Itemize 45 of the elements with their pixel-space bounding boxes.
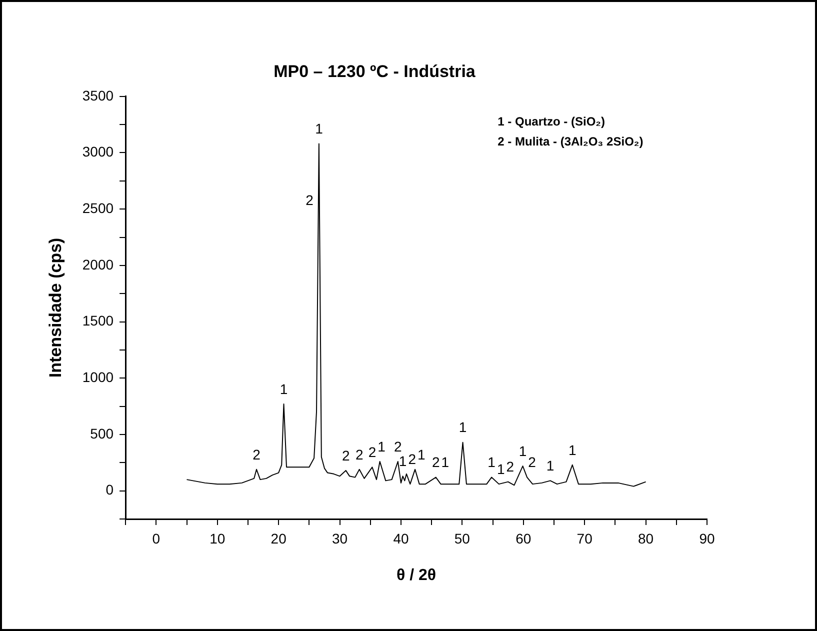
annotation: 1	[546, 458, 554, 474]
annotation: 1	[568, 442, 576, 458]
annotation: 2	[408, 450, 416, 467]
x-tick-label: 40	[393, 530, 409, 546]
y-tick-label: 2000	[82, 256, 114, 272]
annotation: 2	[506, 458, 514, 475]
x-tick-label: 90	[699, 530, 715, 546]
annotation: 2	[355, 446, 364, 462]
annotation: 2	[368, 444, 376, 460]
annotation: 1	[488, 454, 496, 470]
x-tick-label: 0	[152, 530, 160, 546]
y-tick-label: 3000	[82, 144, 114, 160]
annotation: 1	[417, 446, 426, 462]
x-tick-label: 70	[576, 530, 593, 546]
x-tick-label: 30	[332, 530, 348, 546]
annotation: 2	[252, 446, 261, 462]
x-tick-label: 60	[516, 530, 532, 546]
annotation: 2	[306, 192, 314, 208]
y-tick-label: 2500	[82, 200, 114, 216]
y-tick-label: 1000	[82, 368, 114, 385]
annotation: 2	[528, 454, 536, 470]
x-tick-label: 80	[638, 530, 654, 546]
annotation: 1	[398, 453, 407, 470]
annotation: 2	[432, 454, 440, 470]
annotation: 1	[458, 419, 467, 436]
annotation: 1 - Quartzo - (SiO₂)	[498, 114, 606, 129]
chart-title: MP0 – 1230 ºC - Indústria	[274, 62, 476, 81]
y-tick-label: 3500	[82, 87, 114, 104]
x-tick-label: 50	[454, 530, 470, 546]
annotation: 2 - Mulita - (3Al₂O₃ 2SiO₂)	[498, 134, 644, 149]
y-axis-title: Intensidade (cps)	[46, 238, 65, 378]
annotation: 1	[496, 460, 505, 477]
x-axis-title: θ / 2θ	[396, 566, 436, 584]
annotation: 1	[518, 442, 527, 459]
annotation: 2	[342, 447, 350, 464]
y-tick-label: 500	[90, 425, 114, 442]
y-tick-label: 1500	[82, 312, 114, 329]
annotation: 2	[394, 438, 402, 454]
annotation: 1	[315, 120, 324, 137]
annotation: 1	[441, 454, 450, 470]
y-tick-label: 0	[106, 482, 114, 498]
annotation: 1	[378, 438, 386, 454]
annotation: 1	[280, 380, 288, 397]
x-tick-label: 10	[210, 530, 226, 546]
x-tick-label: 20	[270, 530, 287, 546]
